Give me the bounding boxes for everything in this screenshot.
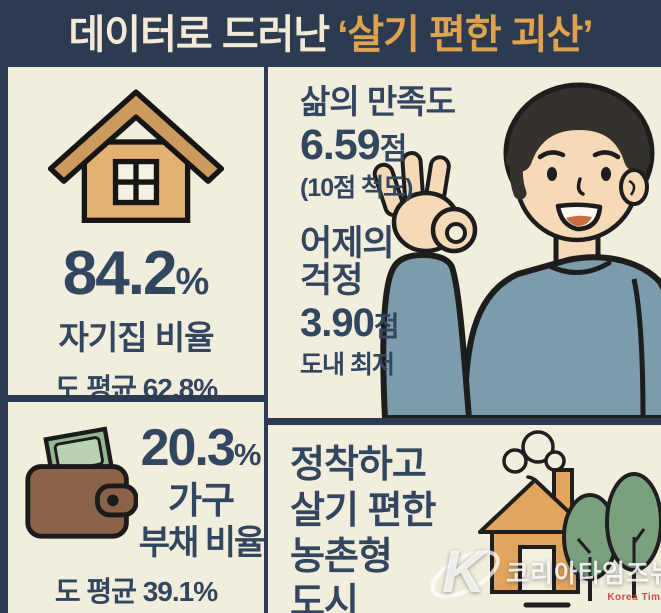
panel-household-debt: 20.3% 가구 부채 비율 도 평균 39.1% [8, 402, 264, 613]
debt-label-line2: 부채 비율 [138, 523, 264, 562]
settlement-text-block: 정착하고 살기 편한 농촌형 도시 [290, 443, 436, 613]
satisfaction-score-number: 6.59 [300, 121, 381, 170]
panel-home-ownership: 84.2% 자기집 비율 도 평균 62.8% [8, 67, 264, 395]
panel-rural-city: 정착하고 살기 편한 농촌형 도시 K 코리아타임즈뉴스 Korea Time … [268, 425, 661, 613]
satisfaction-score: 6.59점 [300, 123, 455, 168]
worry-label-line1: 어제의 [300, 224, 395, 264]
satisfaction-text-block: 삶의 만족도 6.59점 (10점 척도) 어제의 걱정 3.90점 도내 최저 [300, 83, 456, 379]
worry-score-unit: 점 [373, 311, 400, 343]
header-title-highlight: ‘살기 편한 괴산’ [337, 13, 593, 57]
home-ownership-average: 도 평균 62.8% [54, 373, 218, 395]
debt-average: 도 평균 39.1% [54, 576, 218, 608]
satisfaction-scale-note: (10점 척도) [300, 174, 413, 203]
satisfaction-title: 삶의 만족도 [300, 83, 456, 120]
satisfaction-score-unit: 점 [379, 133, 408, 167]
wallet-money-icon [25, 426, 138, 539]
settlement-line4: 도시 [290, 581, 359, 613]
debt-text-block: 20.3% 가구 부채 비율 [138, 418, 264, 560]
panel-life-satisfaction: 삶의 만족도 6.59점 (10점 척도) 어제의 걱정 3.90점 도내 최저 [268, 67, 661, 418]
debt-value: 20.3% [138, 422, 264, 474]
home-ownership-unit: % [175, 261, 210, 303]
debt-row: 20.3% 가구 부채 비율 [8, 402, 264, 560]
worry-note: 도내 최저 [300, 350, 395, 379]
home-ownership-number: 84.2 [62, 239, 178, 308]
worry-score-number: 3.90 [300, 301, 375, 346]
settlement-line3: 농촌형 [290, 535, 393, 578]
header-title-prefix: 데이터로 드러난 [68, 13, 331, 57]
man-ok-gesture-illustration [372, 82, 661, 418]
house-icon [47, 89, 225, 223]
debt-label-line1: 가구 [167, 480, 235, 521]
settlement-line2: 살기 편한 [290, 489, 436, 532]
debt-unit: % [233, 437, 262, 472]
worry-label-line2: 걱정 [300, 261, 363, 301]
home-ownership-label: 자기집 비율 [58, 319, 215, 356]
debt-number: 20.3 [140, 419, 236, 477]
header-title: 데이터로 드러난 ‘살기 편한 괴산’ [0, 0, 661, 62]
house-trees-smoke-illustration [478, 430, 661, 608]
home-ownership-value: 84.2% [8, 243, 264, 305]
worry-score: 3.90점 [300, 301, 455, 346]
settlement-line1: 정착하고 [290, 444, 427, 486]
